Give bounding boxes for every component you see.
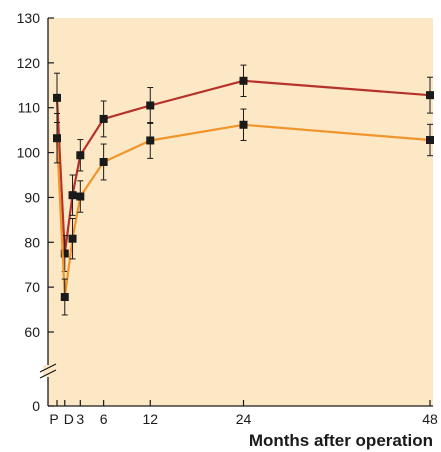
y-axis-ticks: 0 60 70 80 90 100 110 120 130 <box>17 10 54 414</box>
y-tick-label: 80 <box>24 234 40 250</box>
series-2 <box>53 108 434 316</box>
y-tick-label: 110 <box>18 100 41 116</box>
axis-break-mark <box>39 363 57 379</box>
y-tick-label: 120 <box>17 55 41 71</box>
y-tick-label: 100 <box>17 145 41 161</box>
data-point <box>99 114 108 123</box>
x-tick-label: P <box>49 411 58 427</box>
data-point <box>76 151 85 160</box>
x-tick-label: 12 <box>142 411 158 427</box>
data-point <box>426 91 434 100</box>
data-point <box>239 76 248 85</box>
x-axis-title: Months after operation <box>249 431 433 450</box>
data-point <box>146 101 155 110</box>
series-layer <box>53 64 434 316</box>
y-tick-label: 60 <box>24 324 40 340</box>
x-tick-label: 3 <box>76 411 84 427</box>
data-point <box>60 249 69 258</box>
data-point <box>68 234 77 243</box>
y-tick-label: 90 <box>24 189 40 205</box>
plot-background <box>48 18 433 406</box>
data-point <box>53 134 61 143</box>
x-axis-ticks: P D 3 6 12 24 48 <box>49 400 438 427</box>
data-point <box>99 157 108 166</box>
x-tick-label: 24 <box>236 411 252 427</box>
data-point <box>426 136 434 145</box>
data-point <box>53 93 61 102</box>
data-point <box>68 191 77 200</box>
x-tick-label: 48 <box>422 411 438 427</box>
data-point <box>60 293 69 302</box>
y-tick-label: 0 <box>32 398 40 414</box>
x-tick-label: 6 <box>100 411 108 427</box>
y-tick-label: 70 <box>24 279 40 295</box>
series-line <box>55 123 431 299</box>
y-tick-label: 130 <box>17 10 41 26</box>
data-point <box>146 136 155 145</box>
data-point <box>239 120 248 129</box>
x-tick-label: D <box>64 411 74 427</box>
series-line <box>55 79 431 255</box>
data-point <box>76 192 85 201</box>
